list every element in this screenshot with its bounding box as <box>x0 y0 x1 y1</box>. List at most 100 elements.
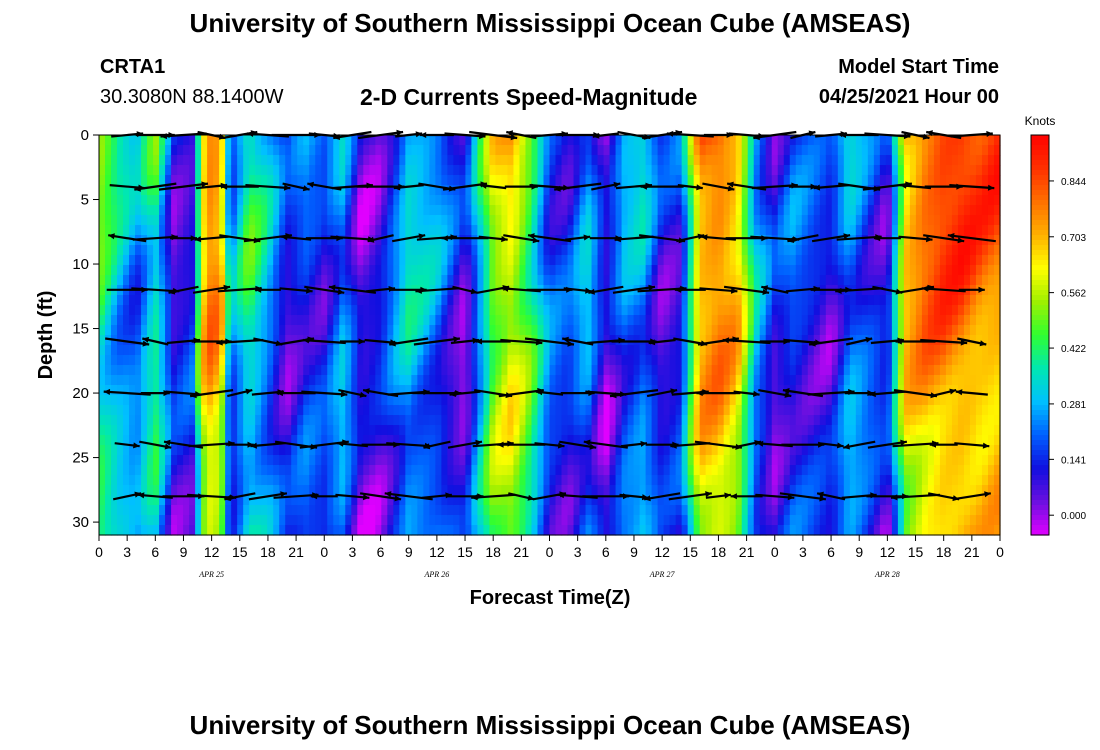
heat-cell <box>165 405 172 416</box>
heat-cell <box>693 425 701 436</box>
heat-cell <box>99 335 106 346</box>
heat-cell <box>693 265 701 276</box>
heat-cell <box>741 355 749 366</box>
heat-cell <box>597 525 605 536</box>
heat-cell <box>357 165 364 176</box>
heat-cell <box>333 315 340 326</box>
heat-cell <box>255 485 262 496</box>
heat-cell <box>267 375 274 386</box>
heat-cell <box>825 515 833 526</box>
heat-cell <box>687 295 695 306</box>
heat-cell <box>351 265 358 276</box>
heat-cell <box>423 215 430 226</box>
heat-cell <box>315 225 322 236</box>
heat-cell <box>423 375 430 386</box>
heat-cell <box>573 475 581 486</box>
heat-cell <box>429 465 436 476</box>
heat-cell <box>729 345 737 356</box>
heat-cell <box>609 175 617 186</box>
heat-cell <box>441 345 448 356</box>
heat-cell <box>483 385 491 396</box>
heat-cell <box>381 405 388 416</box>
heat-cell <box>621 275 629 286</box>
heat-cell <box>339 455 346 466</box>
heat-cell <box>735 495 743 506</box>
heat-cell <box>333 295 340 306</box>
heat-cell <box>141 265 148 276</box>
heat-cell <box>519 165 527 176</box>
heat-cell <box>759 245 767 256</box>
heat-cell <box>711 165 719 176</box>
heat-cell <box>645 305 653 316</box>
heat-cell <box>471 525 479 536</box>
heat-cell <box>681 215 689 226</box>
heat-cell <box>351 135 358 146</box>
heat-cell <box>213 325 220 336</box>
heat-cell <box>189 295 196 306</box>
heat-cell <box>741 275 749 286</box>
heat-cell <box>657 195 665 206</box>
heat-cell <box>339 225 346 236</box>
heat-cell <box>417 395 424 406</box>
heat-cell <box>747 275 755 286</box>
heat-cell <box>207 395 214 406</box>
heat-cell <box>321 215 328 226</box>
heat-cell <box>159 295 166 306</box>
heat-cell <box>525 525 533 536</box>
heat-cell <box>123 265 130 276</box>
heat-cell <box>429 195 436 206</box>
heat-cell <box>363 355 370 366</box>
heat-cell <box>813 415 821 426</box>
heat-cell <box>231 365 238 376</box>
heat-cell <box>387 205 394 216</box>
heat-cell <box>801 155 809 166</box>
heat-cell <box>765 425 773 436</box>
heat-cell <box>237 295 244 306</box>
heat-cell <box>471 365 479 376</box>
heat-cell <box>549 425 557 436</box>
heat-cell <box>489 525 497 536</box>
heat-cell <box>117 145 124 156</box>
heat-cell <box>297 315 304 326</box>
heat-cell <box>393 435 400 446</box>
heat-cell <box>261 455 268 466</box>
heat-cell <box>429 365 436 376</box>
heat-cell <box>567 275 575 286</box>
heat-cell <box>435 435 442 446</box>
heat-cell <box>207 245 214 256</box>
heat-cell <box>411 155 418 166</box>
heat-cell <box>597 305 605 316</box>
heat-cell <box>111 225 118 236</box>
heat-cell <box>567 175 575 186</box>
heat-cell <box>543 525 551 536</box>
heat-cell <box>615 425 623 436</box>
heat-cell <box>231 425 238 436</box>
heat-cell <box>417 315 424 326</box>
heat-cell <box>471 225 479 236</box>
heat-cell <box>213 305 220 316</box>
heat-cell <box>711 235 719 246</box>
heat-cell <box>753 255 761 266</box>
heat-cell <box>231 165 238 176</box>
heat-cell <box>327 145 334 156</box>
heat-cell <box>177 485 184 496</box>
heat-cell <box>831 445 839 456</box>
heat-cell <box>513 325 521 336</box>
heat-cell <box>279 465 286 476</box>
heat-cell <box>423 175 430 186</box>
heat-cell <box>393 465 400 476</box>
heat-cell <box>471 315 479 326</box>
heat-cell <box>177 215 184 226</box>
heat-cell <box>123 235 130 246</box>
heat-cell <box>699 435 707 446</box>
heat-cell <box>117 515 124 526</box>
heat-cell <box>549 465 557 476</box>
heat-cell <box>249 375 256 386</box>
heat-cell <box>333 355 340 366</box>
heat-cell <box>837 445 845 456</box>
heat-cell <box>633 155 641 166</box>
heat-cell <box>177 255 184 266</box>
heat-cell <box>159 435 166 446</box>
heat-cell <box>477 455 485 466</box>
heat-cell <box>345 325 352 336</box>
